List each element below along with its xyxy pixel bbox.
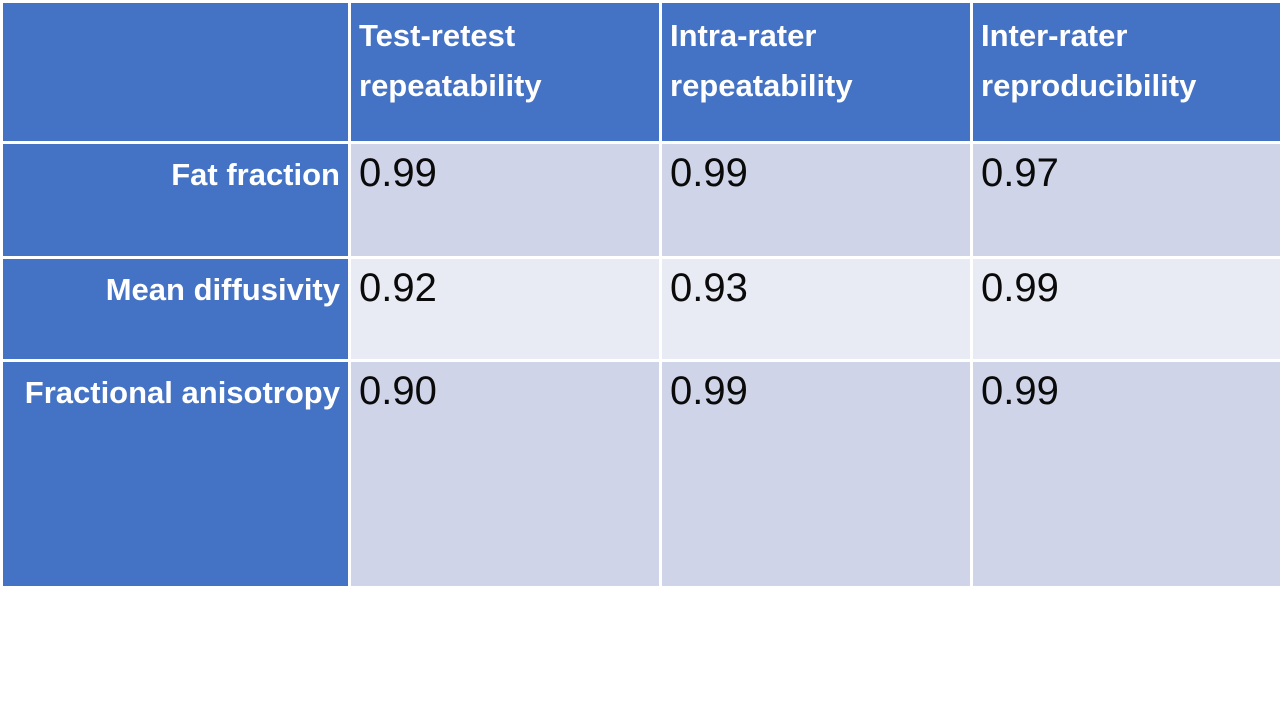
- row-label-fractional-anisotropy: Fractional anisotropy: [0, 359, 351, 589]
- reliability-table: Test-retest repeatability Intra-rater re…: [0, 0, 1280, 589]
- value-fat-fraction-test-retest: 0.99: [348, 141, 662, 259]
- header-row: Test-retest repeatability Intra-rater re…: [0, 0, 1280, 144]
- value-fractional-anisotropy-intra-rater: 0.99: [659, 359, 973, 589]
- value-fractional-anisotropy-inter-rater: 0.99: [970, 359, 1280, 589]
- column-header-test-retest: Test-retest repeatability: [348, 0, 662, 144]
- column-header-intra-rater: Intra-rater repeatability: [659, 0, 973, 144]
- table-row-fractional-anisotropy: Fractional anisotropy 0.90 0.99 0.99: [0, 359, 1280, 589]
- table-row-fat-fraction: Fat fraction 0.99 0.99 0.97: [0, 141, 1280, 259]
- value-fractional-anisotropy-test-retest: 0.90: [348, 359, 662, 589]
- row-label-fat-fraction: Fat fraction: [0, 141, 351, 259]
- value-mean-diffusivity-inter-rater: 0.99: [970, 256, 1280, 362]
- value-fat-fraction-inter-rater: 0.97: [970, 141, 1280, 259]
- value-fat-fraction-intra-rater: 0.99: [659, 141, 973, 259]
- table-row-mean-diffusivity: Mean diffusivity 0.92 0.93 0.99: [0, 256, 1280, 362]
- corner-cell: [0, 0, 351, 144]
- column-header-inter-rater: Inter-rater reproducibility: [970, 0, 1280, 144]
- value-mean-diffusivity-test-retest: 0.92: [348, 256, 662, 362]
- row-label-mean-diffusivity: Mean diffusivity: [0, 256, 351, 362]
- value-mean-diffusivity-intra-rater: 0.93: [659, 256, 973, 362]
